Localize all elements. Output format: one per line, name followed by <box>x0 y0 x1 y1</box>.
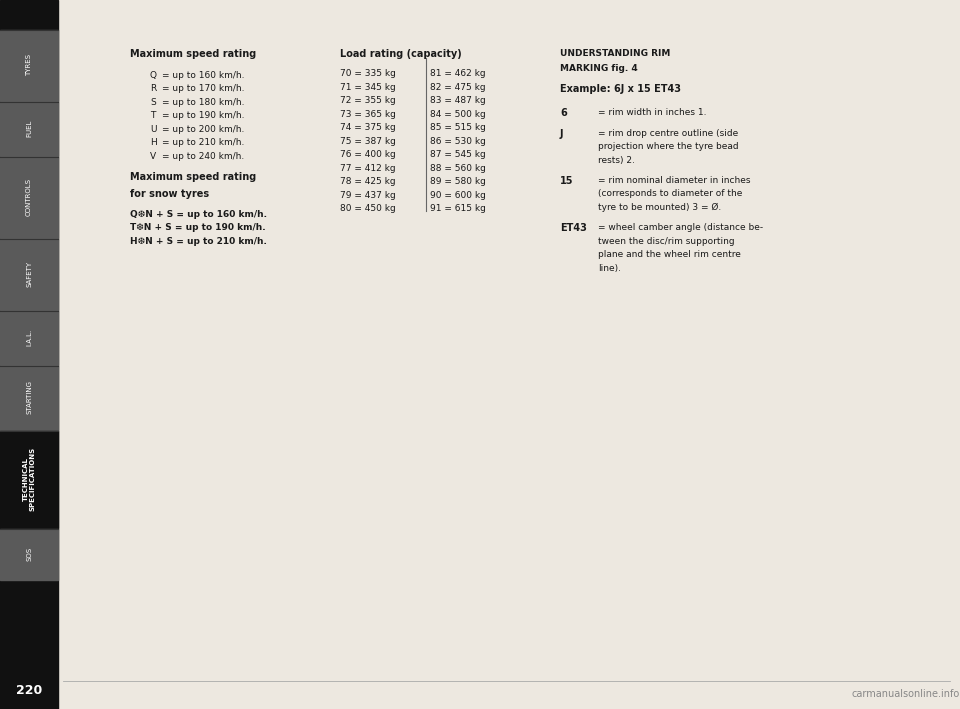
Text: FUEL: FUEL <box>26 120 32 137</box>
Text: 75 = 387 kg: 75 = 387 kg <box>340 137 396 146</box>
Text: = up to 240 km/h.: = up to 240 km/h. <box>162 152 244 161</box>
Text: 74 = 375 kg: 74 = 375 kg <box>340 123 396 133</box>
Text: 78 = 425 kg: 78 = 425 kg <box>340 177 396 186</box>
Text: SAFETY: SAFETY <box>26 261 32 287</box>
Bar <box>0 30 58 101</box>
Text: 86 = 530 kg: 86 = 530 kg <box>430 137 486 146</box>
Text: tween the disc/rim supporting: tween the disc/rim supporting <box>598 237 734 245</box>
Bar <box>0 311 58 365</box>
Text: 71 = 345 kg: 71 = 345 kg <box>340 83 396 91</box>
Bar <box>0 0 58 709</box>
Text: = up to 180 km/h.: = up to 180 km/h. <box>162 98 245 106</box>
Text: UNDERSTANDING RIM: UNDERSTANDING RIM <box>560 49 670 58</box>
Text: = up to 200 km/h.: = up to 200 km/h. <box>162 125 245 133</box>
Text: 70 = 335 kg: 70 = 335 kg <box>340 69 396 78</box>
Text: carmanualsonline.info: carmanualsonline.info <box>852 689 960 699</box>
Text: 76 = 400 kg: 76 = 400 kg <box>340 150 396 160</box>
Text: 91 = 615 kg: 91 = 615 kg <box>430 204 486 213</box>
Text: = rim nominal diameter in inches: = rim nominal diameter in inches <box>598 176 751 185</box>
Text: Q❆N + S = up to 160 km/h.: Q❆N + S = up to 160 km/h. <box>130 210 267 218</box>
Text: 81 = 462 kg: 81 = 462 kg <box>430 69 486 78</box>
Text: Maximum speed rating: Maximum speed rating <box>130 49 256 59</box>
Text: TYRES: TYRES <box>26 54 32 76</box>
Text: 85 = 515 kg: 85 = 515 kg <box>430 123 486 133</box>
Text: 79 = 437 kg: 79 = 437 kg <box>340 191 396 200</box>
Text: H: H <box>150 138 156 147</box>
Text: H❆N + S = up to 210 km/h.: H❆N + S = up to 210 km/h. <box>130 237 267 245</box>
Bar <box>0 431 58 528</box>
Text: 77 = 412 kg: 77 = 412 kg <box>340 164 396 173</box>
Text: T❆N + S = up to 190 km/h.: T❆N + S = up to 190 km/h. <box>130 223 266 232</box>
Text: 82 = 475 kg: 82 = 475 kg <box>430 83 486 91</box>
Text: S: S <box>150 98 156 106</box>
Text: = up to 170 km/h.: = up to 170 km/h. <box>162 84 245 93</box>
Text: tyre to be mounted) 3 = Ø.: tyre to be mounted) 3 = Ø. <box>598 203 721 212</box>
Text: MARKING fig. 4: MARKING fig. 4 <box>560 64 637 73</box>
Text: T: T <box>150 111 156 120</box>
Text: = up to 210 km/h.: = up to 210 km/h. <box>162 138 245 147</box>
Text: plane and the wheel rim centre: plane and the wheel rim centre <box>598 250 741 259</box>
Text: = rim width in inches 1.: = rim width in inches 1. <box>598 108 707 118</box>
Text: (corresponds to diameter of the: (corresponds to diameter of the <box>598 189 742 199</box>
Text: = wheel camber angle (distance be-: = wheel camber angle (distance be- <box>598 223 763 232</box>
Text: I.A.L.: I.A.L. <box>26 329 32 346</box>
Text: 89 = 580 kg: 89 = 580 kg <box>430 177 486 186</box>
Text: 72 = 355 kg: 72 = 355 kg <box>340 96 396 105</box>
Text: Maximum speed rating: Maximum speed rating <box>130 172 256 182</box>
Text: TECHNICAL
SPECIFICATIONS: TECHNICAL SPECIFICATIONS <box>22 447 36 511</box>
Bar <box>0 529 58 580</box>
Text: 83 = 487 kg: 83 = 487 kg <box>430 96 486 105</box>
Bar <box>0 239 58 310</box>
Text: SOS: SOS <box>26 547 32 561</box>
Text: Q: Q <box>150 71 157 79</box>
Bar <box>0 366 58 430</box>
Text: 84 = 500 kg: 84 = 500 kg <box>430 110 486 118</box>
Text: 80 = 450 kg: 80 = 450 kg <box>340 204 396 213</box>
Text: rests) 2.: rests) 2. <box>598 156 635 164</box>
Text: 73 = 365 kg: 73 = 365 kg <box>340 110 396 118</box>
Text: 88 = 560 kg: 88 = 560 kg <box>430 164 486 173</box>
Text: 87 = 545 kg: 87 = 545 kg <box>430 150 486 160</box>
Text: = up to 190 km/h.: = up to 190 km/h. <box>162 111 245 120</box>
Text: 6: 6 <box>560 108 566 118</box>
Text: Example: 6J x 15 ET43: Example: 6J x 15 ET43 <box>560 84 681 94</box>
Text: STARTING: STARTING <box>26 381 32 415</box>
Text: R: R <box>150 84 156 93</box>
Text: 220: 220 <box>16 684 42 698</box>
Text: line).: line). <box>598 264 621 273</box>
Text: V: V <box>150 152 156 161</box>
Text: CONTROLS: CONTROLS <box>26 178 32 216</box>
Text: = up to 160 km/h.: = up to 160 km/h. <box>162 71 245 79</box>
Text: ET43: ET43 <box>560 223 587 233</box>
Text: J: J <box>560 128 564 139</box>
Text: Load rating (capacity): Load rating (capacity) <box>340 49 462 59</box>
Text: = rim drop centre outline (side: = rim drop centre outline (side <box>598 128 738 138</box>
Bar <box>0 157 58 238</box>
Text: 90 = 600 kg: 90 = 600 kg <box>430 191 486 200</box>
Text: 15: 15 <box>560 176 573 186</box>
Text: projection where the tyre bead: projection where the tyre bead <box>598 142 738 151</box>
Bar <box>0 102 58 156</box>
Text: U: U <box>150 125 156 133</box>
Text: for snow tyres: for snow tyres <box>130 189 209 199</box>
